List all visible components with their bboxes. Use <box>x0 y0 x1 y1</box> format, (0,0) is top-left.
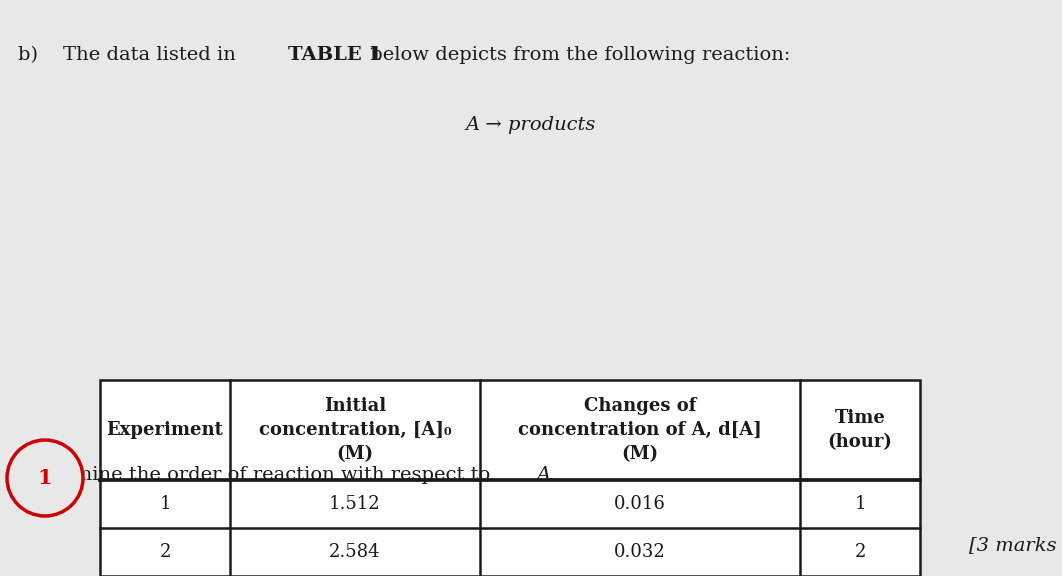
Text: Determine the order of reaction with respect to: Determine the order of reaction with res… <box>18 466 497 484</box>
Text: 0.032: 0.032 <box>614 543 666 561</box>
Text: [3 marks: [3 marks <box>970 536 1057 554</box>
Text: 1: 1 <box>37 468 52 488</box>
Text: .: . <box>547 466 553 484</box>
Text: 1.512: 1.512 <box>329 495 381 513</box>
Text: Changes of
concentration of A, d[A]
(M): Changes of concentration of A, d[A] (M) <box>518 397 761 463</box>
Text: Experiment: Experiment <box>106 421 223 439</box>
Text: 2: 2 <box>159 543 171 561</box>
Text: A: A <box>536 466 550 484</box>
Text: Initial
concentration, [A]₀
(M): Initial concentration, [A]₀ (M) <box>259 397 451 463</box>
Text: 1: 1 <box>854 495 866 513</box>
Circle shape <box>7 440 83 516</box>
Text: 2.584: 2.584 <box>329 543 381 561</box>
Text: b)    The data listed in: b) The data listed in <box>18 46 242 64</box>
Text: below depicts from the following reaction:: below depicts from the following reactio… <box>363 46 790 64</box>
Text: TABLE 1: TABLE 1 <box>288 46 382 64</box>
Text: A → products: A → products <box>466 116 596 134</box>
Text: 0.016: 0.016 <box>614 495 666 513</box>
Text: Time
(hour): Time (hour) <box>827 409 892 451</box>
Text: 1: 1 <box>159 495 171 513</box>
Bar <box>100 380 920 576</box>
Text: 2: 2 <box>854 543 866 561</box>
